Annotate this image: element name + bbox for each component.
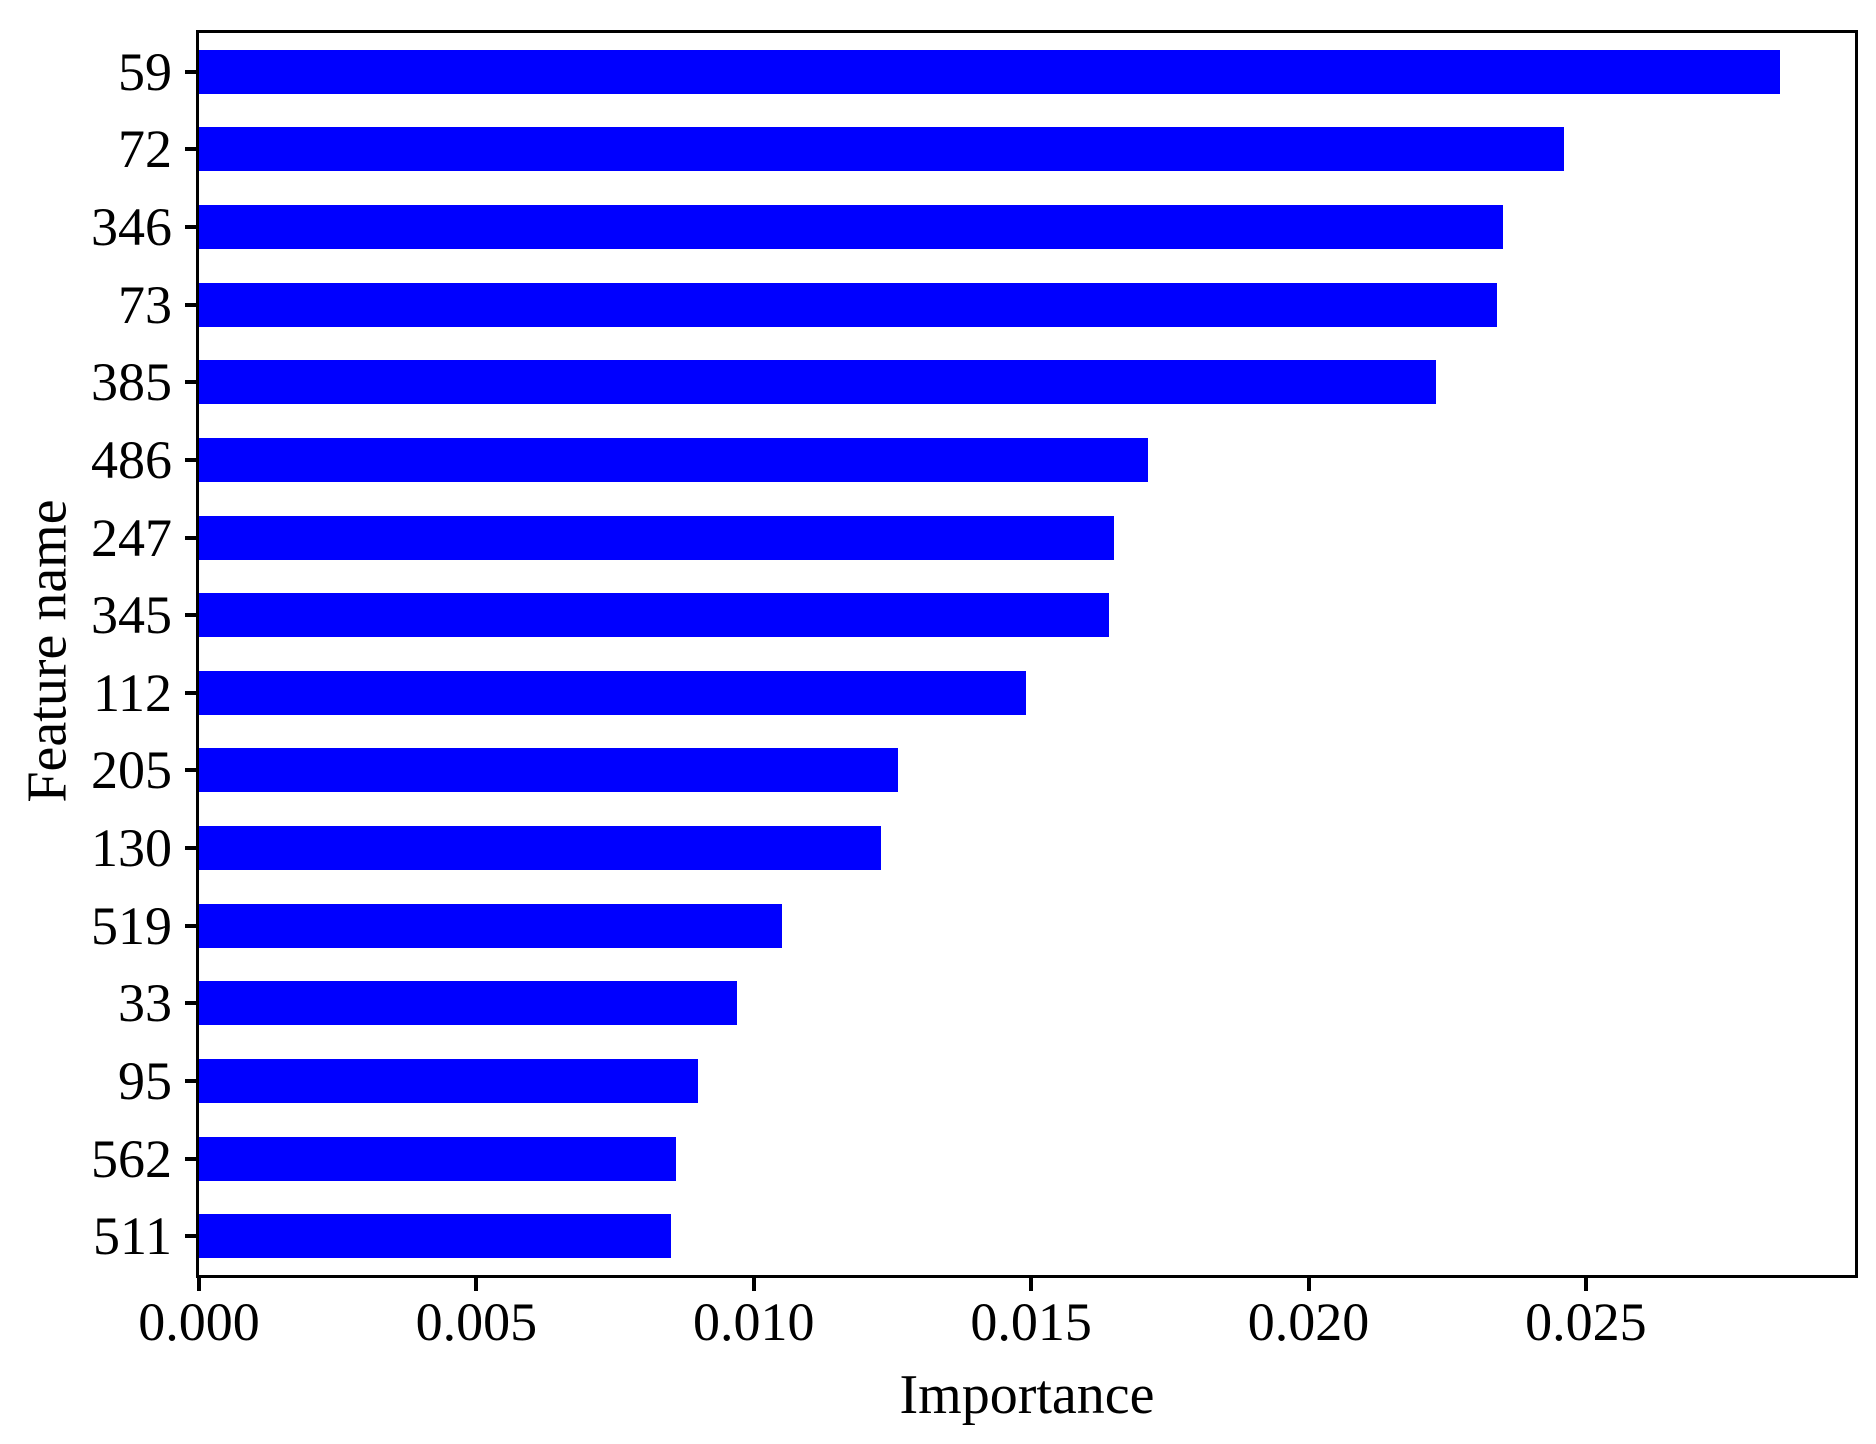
y-axis-label: Feature name	[17, 499, 79, 803]
bar-345	[199, 593, 1109, 638]
y-tick-mark	[185, 923, 199, 928]
y-tick-mark	[185, 768, 199, 773]
bar-486	[199, 437, 1148, 482]
bar-73	[199, 282, 1498, 327]
bar-72	[199, 127, 1564, 172]
y-tick-mark	[185, 846, 199, 851]
y-tick-label: 346	[91, 197, 172, 258]
bar-112	[199, 670, 1026, 715]
x-tick-mark	[1583, 1275, 1588, 1291]
y-tick-label: 562	[91, 1128, 172, 1189]
y-tick-label: 247	[91, 507, 172, 568]
x-tick-mark	[474, 1275, 479, 1291]
y-tick-mark	[185, 613, 199, 618]
x-tick-mark	[1306, 1275, 1311, 1291]
plot-area: 59 72 346 73 385 486 247 345 112 205 130 519 33 95 562…	[91, 30, 1858, 1423]
bar-346	[199, 205, 1503, 250]
bar-33	[199, 981, 738, 1026]
y-tick-mark	[185, 302, 199, 307]
bar-59	[199, 49, 1781, 94]
y-tick-mark	[185, 147, 199, 152]
bar-130	[199, 826, 882, 871]
y-tick-mark	[185, 69, 199, 74]
y-tick-mark	[185, 380, 199, 385]
x-tick-label: 0.010	[693, 1292, 815, 1352]
y-tick-mark	[185, 1001, 199, 1006]
y-tick-label: 385	[91, 352, 172, 413]
x-tick-mark	[1029, 1275, 1034, 1291]
x-axis-label: Importance	[899, 1364, 1155, 1426]
y-tick-label: 59	[118, 41, 172, 102]
bar-385	[199, 360, 1437, 405]
x-tick-label: 0.025	[1525, 1292, 1647, 1352]
y-tick-label: 130	[91, 818, 172, 879]
x-tick-mark	[197, 1275, 201, 1291]
bar-95	[199, 1058, 699, 1103]
bar-247	[199, 515, 1115, 560]
x-tick-label: 0.000	[138, 1292, 260, 1352]
bar-511	[199, 1214, 671, 1259]
y-tick-label: 72	[118, 119, 172, 180]
x-tick-label: 0.020	[1247, 1292, 1370, 1352]
y-tick-label: 95	[118, 1050, 172, 1111]
y-tick-label: 73	[118, 274, 172, 335]
y-tick-label: 511	[93, 1206, 172, 1267]
y-tick-label: 112	[93, 662, 172, 723]
y-tick-label: 33	[118, 973, 172, 1034]
x-tick-label: 0.015	[970, 1292, 1092, 1352]
bar-562	[199, 1136, 677, 1181]
y-tick-mark	[185, 690, 199, 695]
x-tick-label: 0.005	[415, 1292, 538, 1352]
y-tick-label: 519	[91, 895, 172, 956]
y-axis-label-box: Feature name	[8, 30, 88, 1272]
y-tick-mark	[185, 457, 199, 462]
y-tick-label: 345	[91, 585, 172, 646]
y-tick-label: 205	[91, 740, 172, 801]
y-tick-label: 486	[91, 429, 172, 490]
y-tick-mark	[185, 1234, 199, 1239]
y-tick-mark	[185, 225, 199, 230]
y-tick-mark	[185, 1078, 199, 1083]
bar-205	[199, 748, 898, 793]
bar-519	[199, 903, 782, 948]
y-tick-mark	[185, 1156, 199, 1161]
x-tick-mark	[751, 1275, 756, 1291]
y-tick-mark	[185, 535, 199, 540]
